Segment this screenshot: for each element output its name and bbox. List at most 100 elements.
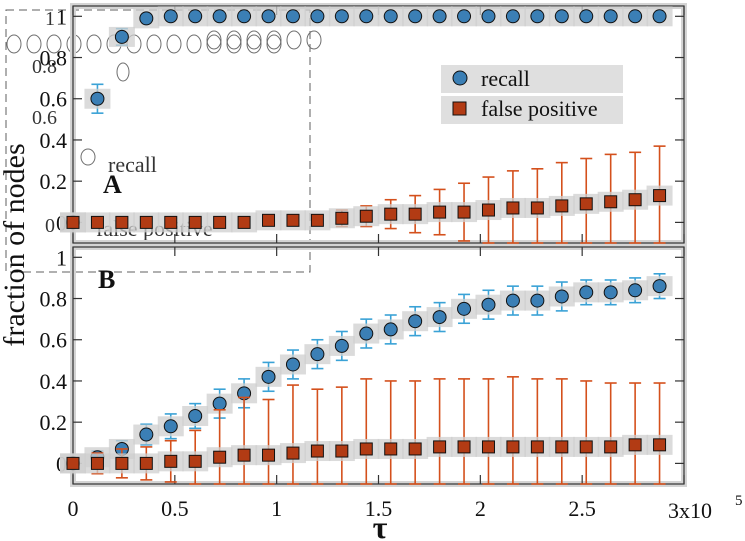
- false-positive-point: [66, 215, 80, 229]
- recall-point: [432, 9, 447, 24]
- false-positive-point: [653, 189, 667, 203]
- false-positive-point: [310, 444, 324, 458]
- recall-point: [505, 293, 520, 308]
- y-tick-label: 0.2: [40, 410, 68, 435]
- false-positive-point: [384, 442, 398, 456]
- ghost-circle: [246, 30, 262, 50]
- y-tick-label: 0.6: [40, 328, 68, 353]
- y-tick-label: 0.2: [40, 169, 68, 194]
- false-positive-point: [530, 440, 544, 454]
- x-tick-label: 1.5: [365, 496, 393, 521]
- ghost-circle: [116, 62, 130, 82]
- recall-point: [603, 9, 618, 24]
- ghost-circle: [306, 30, 322, 50]
- recall-point: [628, 283, 643, 298]
- x-tick-label: 0.5: [161, 496, 189, 521]
- false-positive-point: [262, 213, 276, 227]
- false-positive-point: [286, 213, 300, 227]
- x-tick-labels: 0 0.5 1 1.5 2 2.5: [68, 496, 596, 521]
- ghost-circle: [80, 148, 96, 166]
- recall-point: [457, 9, 472, 24]
- y-tick-label: 0.8: [40, 46, 68, 71]
- legend-false-positive-label: false positive: [481, 96, 598, 121]
- ghost-inset-circles: [6, 30, 322, 166]
- false-positive-point: [384, 207, 398, 221]
- false-positive-point: [359, 209, 373, 223]
- y-tick-label: 0.4: [40, 128, 68, 153]
- recall-point: [310, 9, 325, 24]
- ghost-circle: [46, 34, 62, 54]
- false-positive-point: [90, 456, 104, 470]
- recall-point: [334, 338, 349, 353]
- false-positive-point: [310, 213, 324, 227]
- ghost-inset-frame: [5, 9, 311, 273]
- ghost-tick-label-0.6: 0.6: [32, 107, 57, 129]
- recall-point: [359, 9, 374, 24]
- false-positive-point: [115, 456, 129, 470]
- false-positive-point: [506, 201, 520, 215]
- y-tick-label: 0.6: [40, 87, 68, 112]
- ghost-circle: [266, 30, 282, 50]
- recall-point: [652, 9, 667, 24]
- false-positive-point: [188, 215, 202, 229]
- legend-false-positive-marker: [452, 101, 467, 116]
- x-axis-label: τ: [373, 509, 388, 541]
- recall-point: [261, 9, 276, 24]
- false-positive-point: [115, 215, 129, 229]
- false-positive-point: [286, 446, 300, 460]
- recall-point: [408, 9, 423, 24]
- recall-point: [481, 9, 496, 24]
- ghost-tick-label-0: 0: [45, 215, 55, 237]
- y-tick-label: 0.8: [40, 287, 68, 312]
- false-positive-point: [90, 215, 104, 229]
- recall-point: [652, 279, 667, 294]
- recall-point: [457, 301, 472, 316]
- false-positive-point: [653, 438, 667, 452]
- ghost-circle: [206, 34, 222, 54]
- legend-false-positive-bg: [441, 96, 623, 124]
- recall-point: [408, 314, 423, 329]
- y-axis-label: fraction of nodes: [0, 143, 31, 346]
- recall-point: [90, 91, 105, 106]
- recall-point: [237, 9, 252, 24]
- recall-point: [359, 326, 374, 341]
- false-positive-point: [604, 440, 618, 454]
- false-positive-point: [481, 440, 495, 454]
- ghost-circle: [146, 34, 162, 54]
- ghost-circle: [266, 34, 282, 54]
- recall-point: [530, 9, 545, 24]
- false-positive-point: [433, 205, 447, 219]
- recall-point: [114, 29, 129, 44]
- false-positive-point: [457, 440, 471, 454]
- ghost-circle: [206, 30, 222, 50]
- false-positive-point: [335, 444, 349, 458]
- legend-recall-label: recall: [481, 66, 530, 91]
- recall-point: [554, 289, 569, 304]
- recall-point: [310, 347, 325, 362]
- ghost-tick-label-0.8: 0.8: [32, 56, 57, 78]
- panel-b-marks: [60, 272, 673, 485]
- panel-a-marks: [60, 6, 673, 244]
- false-positive-point: [164, 454, 178, 468]
- false-positive-point: [555, 440, 569, 454]
- false-positive-point: [530, 201, 544, 215]
- ghost-tick-label-1: 1: [45, 8, 55, 30]
- y-tick-label: 1: [56, 4, 67, 29]
- panel-a: 0 0.2 0.4 0.6 0.8 1 A recall false positive: [40, 3, 687, 246]
- false-positive-point: [628, 193, 642, 207]
- x-tick-label: 2.5: [568, 496, 596, 521]
- y-tick-label: 1: [56, 245, 67, 270]
- false-positive-point: [237, 448, 251, 462]
- false-positive-point: [408, 442, 422, 456]
- ghost-circle: [6, 34, 22, 54]
- recall-point: [530, 293, 545, 308]
- ghost-circle: [166, 34, 182, 54]
- false-positive-point: [433, 440, 447, 454]
- false-positive-point: [335, 211, 349, 225]
- recall-point: [481, 297, 496, 312]
- false-positive-point: [579, 440, 593, 454]
- recall-point: [163, 419, 178, 434]
- recall-point: [212, 9, 227, 24]
